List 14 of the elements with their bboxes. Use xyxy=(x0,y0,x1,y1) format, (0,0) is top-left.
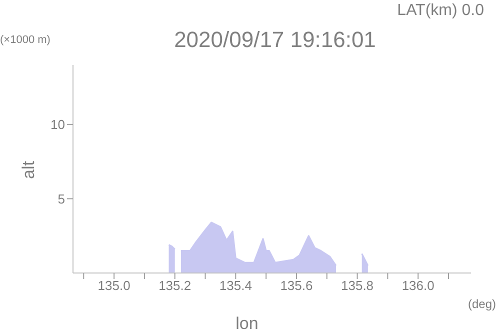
chart-title: 2020/09/17 19:16:01 xyxy=(173,27,377,53)
x-tick-label: 135.8 xyxy=(341,278,374,294)
y-tick-label: 10 xyxy=(50,117,65,132)
x-tick-label: 135.6 xyxy=(280,278,313,294)
x-tick-label: 135.2 xyxy=(158,278,192,294)
x-tick-label: 136.0 xyxy=(402,278,434,294)
text: (deg) xyxy=(468,297,496,311)
x-tick-label: 135.4 xyxy=(219,278,252,294)
text: (×1000 m) xyxy=(0,34,50,46)
chart-subtitle: LAT(km) 0.0 xyxy=(397,2,484,20)
y-axis-title: alt xyxy=(18,161,39,179)
x-axis-title: lon xyxy=(234,314,260,334)
x-tick-label: 135.0 xyxy=(98,278,130,294)
y-tick-label: 5 xyxy=(58,191,65,206)
